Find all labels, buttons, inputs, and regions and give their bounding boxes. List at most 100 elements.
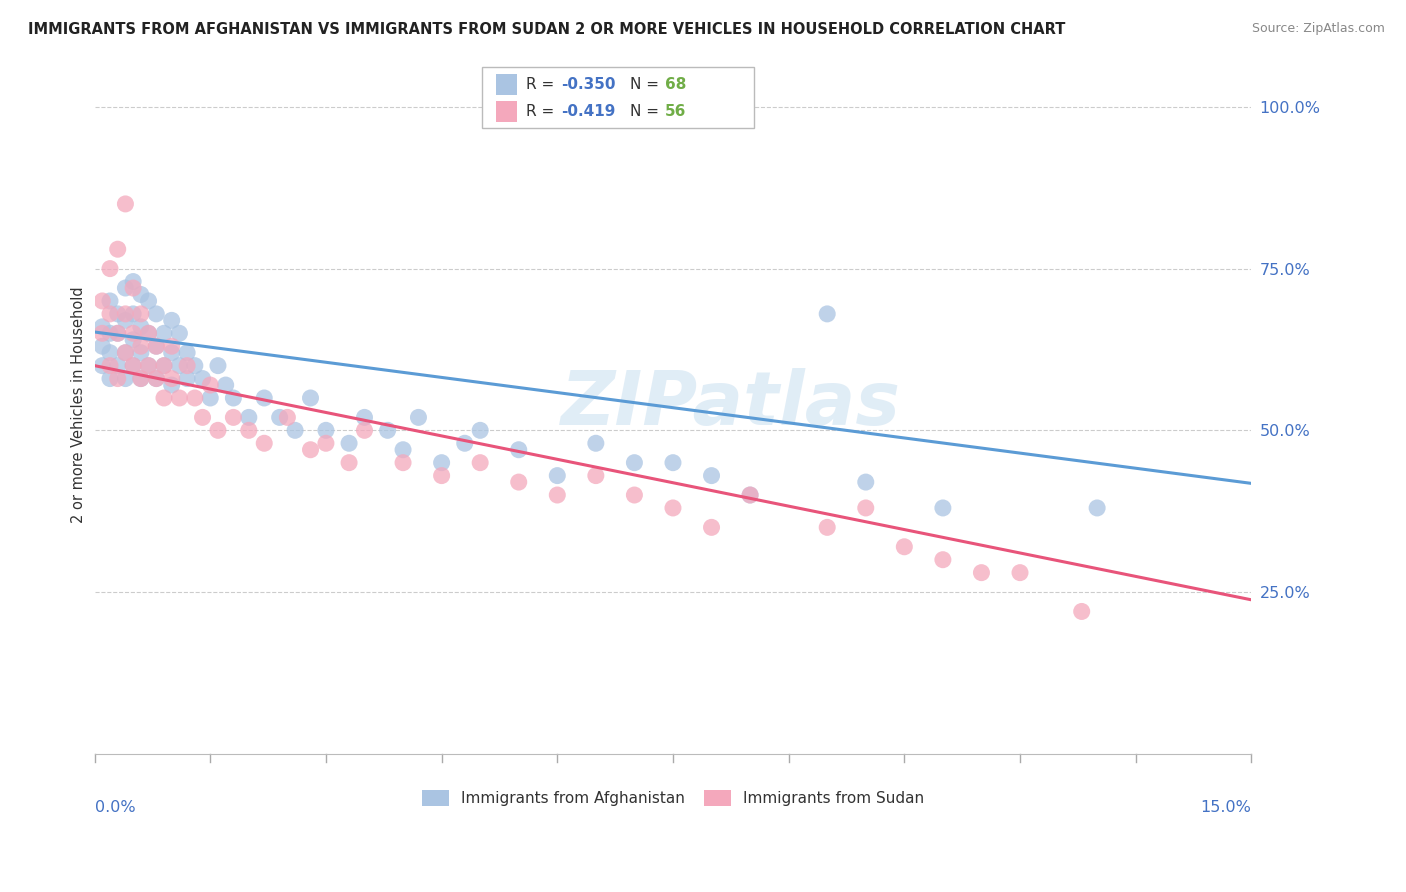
Point (191, 410, 214, 425)
Point (91, 359, 114, 373)
Point (138, 326, 160, 341)
Point (145, 371, 167, 385)
Point (122, 275, 145, 289)
Point (107, 242, 129, 256)
Point (145, 339, 167, 353)
Point (107, 371, 129, 385)
Point (91, 339, 114, 353)
Point (269, 410, 291, 425)
FancyBboxPatch shape (496, 101, 517, 122)
Point (114, 281, 136, 295)
Point (138, 359, 160, 373)
Point (98, 261, 121, 276)
Text: R =: R = (526, 77, 560, 92)
Point (1070, 604, 1092, 618)
Point (299, 391, 322, 405)
Point (430, 456, 453, 470)
Point (222, 391, 245, 405)
Point (815, 520, 838, 534)
Point (700, 520, 723, 534)
Point (98, 371, 121, 385)
Point (98, 326, 121, 341)
Point (114, 345, 136, 359)
Point (662, 456, 685, 470)
Point (107, 326, 129, 341)
Point (114, 371, 136, 385)
Point (145, 307, 167, 321)
Text: 68: 68 (665, 77, 686, 92)
Point (107, 359, 129, 373)
Point (238, 423, 260, 437)
Point (546, 468, 568, 483)
Point (129, 307, 152, 321)
Point (169, 391, 191, 405)
Point (207, 359, 229, 373)
Point (122, 281, 145, 295)
Point (114, 345, 136, 359)
Point (153, 391, 176, 405)
Text: N =: N = (630, 103, 664, 119)
Point (176, 371, 198, 385)
Point (815, 307, 838, 321)
Text: 0.0%: 0.0% (94, 800, 135, 815)
Point (160, 313, 183, 327)
Legend: Immigrants from Afghanistan, Immigrants from Sudan: Immigrants from Afghanistan, Immigrants … (415, 784, 931, 813)
Point (700, 468, 723, 483)
Point (508, 442, 530, 457)
Point (184, 359, 207, 373)
Point (114, 313, 136, 327)
Point (315, 423, 337, 437)
Point (114, 197, 136, 211)
Point (122, 333, 145, 347)
Point (284, 423, 307, 437)
Point (454, 436, 477, 450)
Text: -0.419: -0.419 (561, 103, 616, 119)
Point (1008, 566, 1031, 580)
Point (470, 423, 492, 437)
Point (138, 293, 160, 308)
Point (392, 456, 415, 470)
Point (337, 456, 360, 470)
Text: IMMIGRANTS FROM AFGHANISTAN VS IMMIGRANTS FROM SUDAN 2 OR MORE VEHICLES IN HOUSE: IMMIGRANTS FROM AFGHANISTAN VS IMMIGRANT… (28, 22, 1066, 37)
Point (430, 468, 453, 483)
Point (122, 307, 145, 321)
Point (122, 359, 145, 373)
Point (107, 326, 129, 341)
Point (129, 319, 152, 334)
Point (408, 410, 430, 425)
Point (238, 410, 260, 425)
Point (315, 436, 337, 450)
Point (160, 378, 183, 392)
Point (160, 371, 183, 385)
Point (160, 345, 183, 359)
Point (145, 339, 167, 353)
Text: 56: 56 (665, 103, 686, 119)
Point (337, 436, 360, 450)
Point (932, 500, 955, 515)
Point (470, 456, 492, 470)
Text: Source: ZipAtlas.com: Source: ZipAtlas.com (1251, 22, 1385, 36)
Point (932, 552, 955, 566)
Point (129, 371, 152, 385)
Point (970, 566, 993, 580)
Point (253, 391, 276, 405)
Point (169, 326, 191, 341)
Point (191, 371, 214, 385)
Point (585, 468, 607, 483)
Point (623, 456, 645, 470)
Point (160, 339, 183, 353)
Point (98, 307, 121, 321)
Point (855, 475, 877, 489)
Point (153, 359, 176, 373)
Point (662, 500, 685, 515)
Point (353, 423, 375, 437)
Point (200, 391, 222, 405)
Point (153, 326, 176, 341)
Point (222, 410, 245, 425)
Point (91, 326, 114, 341)
Point (129, 345, 152, 359)
Text: -0.350: -0.350 (561, 77, 616, 92)
Point (98, 359, 121, 373)
Point (207, 423, 229, 437)
Point (91, 319, 114, 334)
